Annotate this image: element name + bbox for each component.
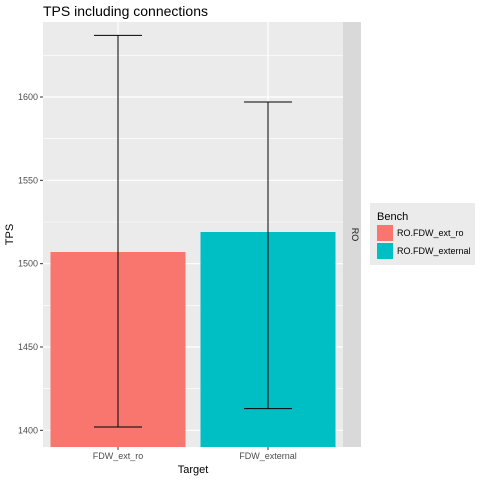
legend-key (377, 243, 393, 259)
chart-title: TPS including connections (43, 3, 208, 19)
legend-key (377, 225, 393, 241)
y-tick-label: 1550 (18, 175, 38, 185)
legend-title: Bench (377, 211, 408, 223)
y-tick-label: 1450 (18, 342, 38, 352)
error-bars (94, 34, 292, 428)
facet-strip (343, 22, 361, 447)
y-axis-ticks: 1400 1450 1500 1550 1600 (18, 92, 43, 435)
y-tick-label: 1400 (18, 425, 38, 435)
x-axis-ticks: FDW_ext_ro FDW_external (93, 447, 297, 461)
legend-label: RO.FDW_ext_ro (397, 228, 464, 238)
x-tick-label: FDW_ext_ro (93, 451, 144, 461)
legend-items: RO.FDW_ext_ro RO.FDW_external (377, 225, 471, 259)
y-tick-label: 1500 (18, 259, 38, 269)
x-axis-title: Target (178, 464, 209, 476)
x-tick-label: FDW_external (239, 451, 297, 461)
y-axis-title: TPS (4, 224, 16, 245)
legend-label: RO.FDW_external (397, 246, 471, 256)
legend: Bench RO.FDW_ext_ro RO.FDW_external (370, 203, 475, 265)
facet-strip-label: RO (350, 228, 360, 242)
y-tick-label: 1600 (18, 92, 38, 102)
